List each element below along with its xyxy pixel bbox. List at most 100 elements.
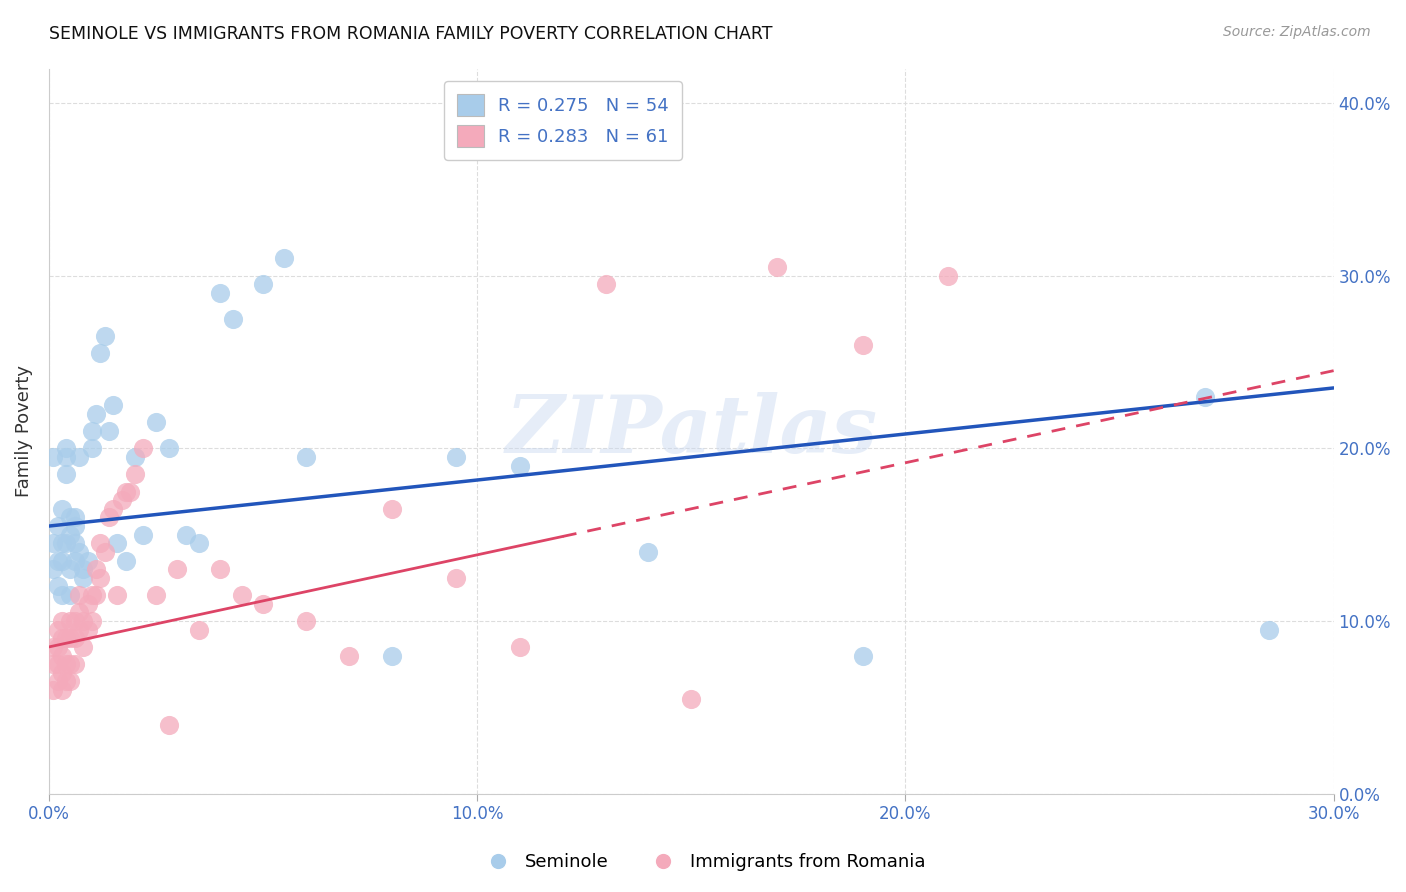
Point	[42, 536, 65, 550]
Point	[76, 553, 98, 567]
Point	[46, 674, 69, 689]
Point	[337, 648, 360, 663]
Point	[51, 648, 73, 663]
Point	[124, 450, 146, 464]
Point	[1194, 390, 1216, 404]
Point	[59, 510, 82, 524]
Point	[852, 648, 875, 663]
Text: ZIPatlas: ZIPatlas	[505, 392, 877, 470]
Point	[111, 493, 134, 508]
Point	[80, 424, 103, 438]
Point	[252, 597, 274, 611]
Point	[145, 416, 167, 430]
Point	[72, 571, 94, 585]
Point	[76, 623, 98, 637]
Point	[84, 407, 107, 421]
Point	[107, 536, 129, 550]
Point	[124, 467, 146, 482]
Point	[59, 562, 82, 576]
Point	[84, 562, 107, 576]
Point	[76, 597, 98, 611]
Point	[107, 588, 129, 602]
Point	[84, 588, 107, 602]
Point	[187, 536, 209, 550]
Point	[1258, 623, 1281, 637]
Point	[42, 683, 65, 698]
Point	[55, 467, 77, 482]
Point	[93, 329, 115, 343]
Point	[72, 640, 94, 654]
Point	[222, 311, 245, 326]
Y-axis label: Family Poverty: Family Poverty	[15, 365, 32, 497]
Point	[637, 545, 659, 559]
Point	[51, 553, 73, 567]
Point	[72, 562, 94, 576]
Point	[63, 553, 86, 567]
Point	[46, 657, 69, 672]
Point	[273, 252, 295, 266]
Point	[51, 665, 73, 680]
Point	[59, 674, 82, 689]
Point	[67, 606, 90, 620]
Point	[93, 545, 115, 559]
Point	[42, 640, 65, 654]
Point	[380, 501, 402, 516]
Point	[80, 442, 103, 456]
Point	[852, 338, 875, 352]
Legend: R = 0.275   N = 54, R = 0.283   N = 61: R = 0.275 N = 54, R = 0.283 N = 61	[444, 81, 682, 160]
Point	[103, 501, 125, 516]
Point	[444, 571, 467, 585]
Point	[509, 458, 531, 473]
Point	[59, 632, 82, 646]
Point	[67, 588, 90, 602]
Point	[46, 640, 69, 654]
Point	[187, 623, 209, 637]
Point	[97, 424, 120, 438]
Point	[209, 285, 232, 300]
Point	[46, 519, 69, 533]
Point	[509, 640, 531, 654]
Point	[67, 450, 90, 464]
Point	[63, 510, 86, 524]
Point	[46, 579, 69, 593]
Point	[166, 562, 188, 576]
Point	[444, 450, 467, 464]
Point	[46, 623, 69, 637]
Point	[59, 657, 82, 672]
Point	[51, 683, 73, 698]
Point	[89, 571, 111, 585]
Point	[63, 657, 86, 672]
Point	[42, 562, 65, 576]
Point	[80, 588, 103, 602]
Point	[936, 268, 959, 283]
Point	[59, 614, 82, 628]
Point	[59, 588, 82, 602]
Point	[80, 614, 103, 628]
Point	[115, 553, 138, 567]
Point	[157, 442, 180, 456]
Point	[209, 562, 232, 576]
Point	[42, 450, 65, 464]
Point	[103, 398, 125, 412]
Point	[51, 501, 73, 516]
Point	[766, 260, 789, 274]
Legend: Seminole, Immigrants from Romania: Seminole, Immigrants from Romania	[472, 847, 934, 879]
Text: Source: ZipAtlas.com: Source: ZipAtlas.com	[1223, 25, 1371, 39]
Text: SEMINOLE VS IMMIGRANTS FROM ROMANIA FAMILY POVERTY CORRELATION CHART: SEMINOLE VS IMMIGRANTS FROM ROMANIA FAMI…	[49, 25, 773, 43]
Point	[63, 614, 86, 628]
Point	[89, 346, 111, 360]
Point	[46, 553, 69, 567]
Point	[63, 536, 86, 550]
Point	[63, 519, 86, 533]
Point	[59, 527, 82, 541]
Point	[295, 450, 318, 464]
Point	[55, 657, 77, 672]
Point	[681, 691, 703, 706]
Point	[51, 588, 73, 602]
Point	[120, 484, 142, 499]
Point	[157, 717, 180, 731]
Point	[115, 484, 138, 499]
Point	[380, 648, 402, 663]
Point	[55, 536, 77, 550]
Point	[67, 623, 90, 637]
